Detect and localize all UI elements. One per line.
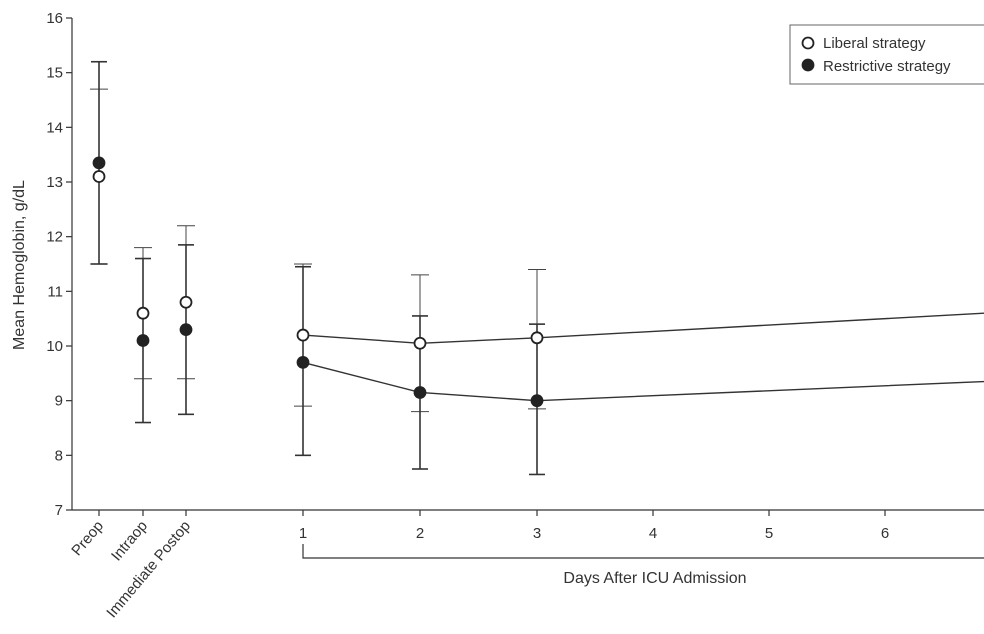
legend-box — [789, 24, 984, 85]
x-tick-label: 1 — [299, 525, 307, 542]
x-tick-label: 5 — [765, 525, 773, 542]
restrictive-trend-line — [302, 361, 984, 402]
restrictive-data-point — [92, 156, 106, 170]
x-tick-label: 3 — [533, 525, 541, 542]
liberal-data-point — [179, 295, 193, 309]
legend-label-restrictive: Restrictive strategy — [823, 58, 951, 75]
x-tick-label: 2 — [416, 525, 424, 542]
y-tick-label: 14 — [46, 119, 63, 136]
liberal-data-point — [413, 336, 427, 350]
legend: Liberal strategy Restrictive strategy — [789, 24, 984, 85]
days-bracket — [302, 544, 984, 559]
restrictive-data-point — [296, 355, 310, 369]
restrictive-data-point — [179, 323, 193, 337]
liberal-data-point — [530, 331, 544, 345]
liberal-trend-line — [302, 312, 984, 344]
y-tick-label: 13 — [46, 174, 63, 191]
y-tick-label: 8 — [55, 447, 63, 464]
restrictive-data-point — [530, 394, 544, 408]
error-bars — [90, 60, 546, 476]
x-tick-label: 4 — [649, 525, 657, 542]
restrictive-data-point — [136, 334, 150, 347]
x-tick-label: Preop — [68, 518, 107, 560]
legend-marker-liberal — [801, 36, 815, 50]
y-tick-label: 12 — [46, 229, 63, 246]
legend-label-liberal: Liberal strategy — [823, 35, 926, 52]
liberal-data-point — [92, 170, 106, 183]
restrictive-data-point — [413, 386, 427, 399]
y-tick-label: 15 — [46, 65, 63, 82]
x-tick-label: Immediate Postop — [103, 518, 194, 622]
liberal-data-point — [136, 306, 150, 320]
y-tick-label: 11 — [47, 283, 63, 300]
y-tick-label: 7 — [55, 502, 63, 519]
legend-marker-restrictive — [801, 58, 815, 72]
x-tick-label: 6 — [881, 525, 889, 542]
y-tick-label: 10 — [46, 338, 63, 355]
y-tick-label: 9 — [55, 393, 63, 410]
liberal-data-point — [296, 328, 310, 342]
x-tick-label: Intraop — [108, 518, 151, 565]
y-tick-label: 16 — [46, 10, 63, 27]
y-axis-label: Mean Hemoglobin, g/dL — [11, 180, 28, 350]
x-axis-label: Days After ICU Admission — [563, 570, 746, 587]
series-lines — [302, 312, 984, 402]
data-markers — [92, 156, 544, 408]
